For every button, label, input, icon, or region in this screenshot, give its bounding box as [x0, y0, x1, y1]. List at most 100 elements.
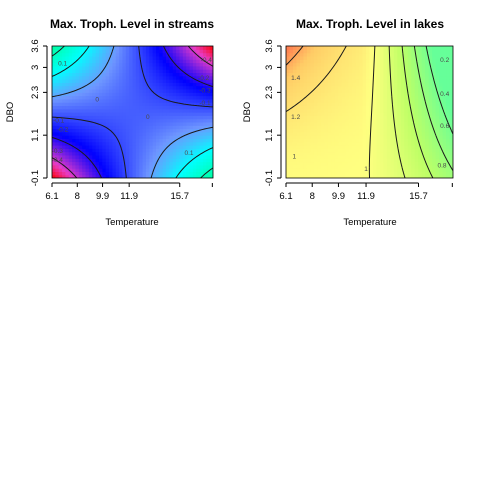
streams-heat-cell	[182, 49, 187, 54]
streams-heat-cell	[135, 161, 140, 166]
lakes-heat-cell	[345, 95, 350, 100]
streams-heat-cell	[55, 164, 60, 169]
lakes-heat-cell	[390, 125, 395, 130]
lakes-heat-cell	[376, 46, 381, 50]
lakes-heat-cell	[292, 55, 298, 60]
lakes-heat-cell	[421, 121, 426, 126]
streams-heat-cell	[166, 138, 170, 143]
lakes-heat-cell	[372, 168, 378, 172]
lakes-heat-cell	[334, 171, 339, 176]
streams-heat-cell	[152, 112, 157, 116]
streams-heat-cell	[92, 82, 97, 87]
lakes-heat-cell	[376, 49, 381, 54]
lakes-heat-cell	[313, 148, 318, 153]
streams-heat-cell	[65, 158, 70, 163]
lakes-heat-cell	[286, 128, 291, 133]
streams-heat-cell	[169, 148, 174, 153]
streams-heat-cell	[162, 115, 167, 120]
lakes-heat-cell	[331, 168, 336, 172]
streams-heat-cell	[65, 131, 70, 136]
streams-heat-cell	[166, 65, 170, 70]
streams-heat-cell	[186, 72, 191, 77]
lakes-heat-cell	[334, 88, 339, 93]
lakes-heat-cell	[411, 128, 416, 133]
streams-heat-cell	[72, 105, 77, 110]
streams-heat-cell	[162, 154, 167, 159]
streams-heat-cell	[145, 128, 150, 133]
lakes-heat-cell	[324, 65, 329, 70]
lakes-heat-cell	[331, 85, 336, 90]
lakes-heat-cell	[411, 72, 416, 77]
streams-heat-cell	[196, 151, 201, 156]
streams-heat-cell	[186, 102, 191, 106]
lakes-heat-cell	[400, 128, 405, 133]
lakes-heat-cell	[435, 52, 440, 57]
streams-heat-cell	[98, 52, 103, 57]
lakes-heat-cell	[324, 72, 329, 77]
lakes-heat-cell	[296, 164, 301, 169]
lakes-heat-cell	[379, 92, 385, 97]
streams-heat-cell	[206, 105, 211, 110]
lakes-heat-cell	[362, 135, 367, 139]
lakes-heat-cell	[390, 75, 395, 80]
streams-heat-cell	[82, 92, 87, 97]
streams-heat-cell	[169, 164, 174, 169]
streams-heat-cell	[105, 92, 110, 97]
streams-heat-cell	[166, 115, 170, 120]
lakes-heat-cell	[355, 164, 360, 169]
streams-heat-cell	[199, 145, 204, 149]
lakes-heat-cell	[390, 141, 395, 146]
streams-heat-cell	[85, 108, 90, 113]
streams-heat-cell	[202, 145, 207, 149]
lakes-heat-cell	[432, 161, 437, 166]
streams-x-axis: 6.1 8 9.9 11.9 15.7	[45, 182, 213, 202]
streams-heat-cell	[92, 154, 97, 159]
streams-heat-cell	[52, 121, 56, 126]
streams-heat-cell	[85, 145, 90, 149]
streams-heat-cell	[152, 135, 157, 139]
lakes-heat-cell	[352, 171, 357, 176]
streams-heat-cell	[166, 131, 170, 136]
streams-heat-cell	[152, 108, 157, 113]
lakes-heat-cell	[338, 145, 343, 149]
lakes-heat-cell	[331, 52, 336, 57]
lakes-heat-cell	[435, 121, 440, 126]
streams-heat-cell	[155, 171, 160, 176]
streams-heat-cell	[176, 141, 181, 146]
streams-heat-cell	[82, 72, 87, 77]
streams-heat-cell	[68, 148, 73, 153]
lakes-heat-cell	[341, 88, 346, 93]
lakes-heat-cell	[439, 72, 444, 77]
streams-heat-cell	[132, 118, 137, 123]
lakes-heat-cell	[428, 79, 433, 83]
streams-heat-cell	[125, 135, 130, 139]
lakes-heat-cell	[386, 69, 391, 73]
streams-heat-cell	[152, 46, 157, 50]
lakes-heat-cell	[386, 168, 391, 172]
streams-heat-cell	[139, 52, 144, 57]
streams-heat-cell	[155, 95, 160, 100]
lakes-heat-cell	[418, 98, 423, 103]
lakes-heat-cell	[376, 171, 381, 176]
streams-heat-cell	[152, 65, 157, 70]
streams-heat-cell	[189, 65, 194, 70]
streams-heat-cell	[202, 161, 207, 166]
streams-heat-cell	[196, 161, 201, 166]
lakes-heat-cell	[352, 174, 357, 178]
streams-heat-cell	[125, 158, 130, 163]
lakes-heat-cell	[414, 154, 419, 159]
lakes-heat-cell	[310, 151, 315, 156]
lakes-heat-cell	[324, 69, 329, 73]
streams-heat-cell	[186, 128, 191, 133]
lakes-heat-cell	[400, 69, 405, 73]
lakes-heat-cell	[432, 92, 437, 97]
streams-heat-cell	[119, 72, 124, 77]
streams-heat-cell	[132, 138, 137, 143]
streams-heat-cell	[65, 49, 70, 54]
streams-heat-cell	[176, 85, 181, 90]
streams-heat-cell	[62, 112, 67, 116]
streams-heat-cell	[129, 112, 134, 116]
lakes-heat-cell	[404, 65, 409, 70]
streams-heat-cell	[192, 168, 197, 172]
lakes-heat-cell	[292, 161, 298, 166]
